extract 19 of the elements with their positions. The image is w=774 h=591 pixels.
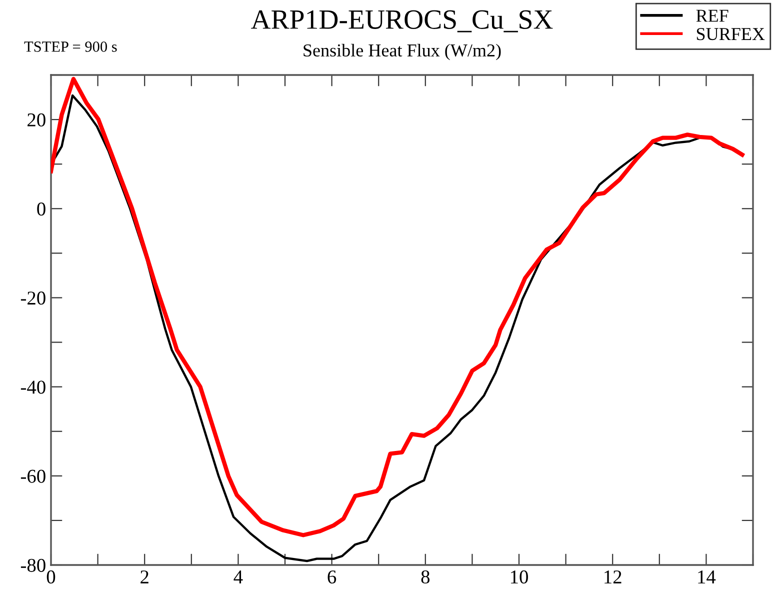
y-tick-label: -80	[20, 558, 46, 572]
x-tick-label: 14	[698, 570, 716, 584]
chart-title: ARP1D-EUROCS_Cu_SX	[251, 10, 553, 32]
y-tick-label: -60	[20, 470, 46, 483]
text: TSTEP = 900 s	[24, 42, 117, 52]
chart-subtitle: Sensible Heat Flux (W/m2)	[304, 44, 501, 60]
x-tick-label: 6	[328, 570, 336, 584]
x-tick-label: 2	[140, 570, 148, 584]
legend-label: SURFEX	[696, 28, 765, 40]
y-tick-label: 0	[37, 202, 46, 216]
y-tick-label: -20	[20, 292, 46, 305]
y-tick-label: -40	[20, 380, 46, 394]
legend-label: REF	[696, 10, 728, 22]
x-tick-label: 4	[234, 570, 243, 584]
y-tick-label: 20	[28, 113, 46, 126]
x-tick-label: 10	[510, 570, 528, 584]
x-tick-label: 0	[46, 570, 56, 584]
x-tick-label: 12	[604, 570, 622, 584]
x-tick-label: 8	[421, 570, 430, 584]
